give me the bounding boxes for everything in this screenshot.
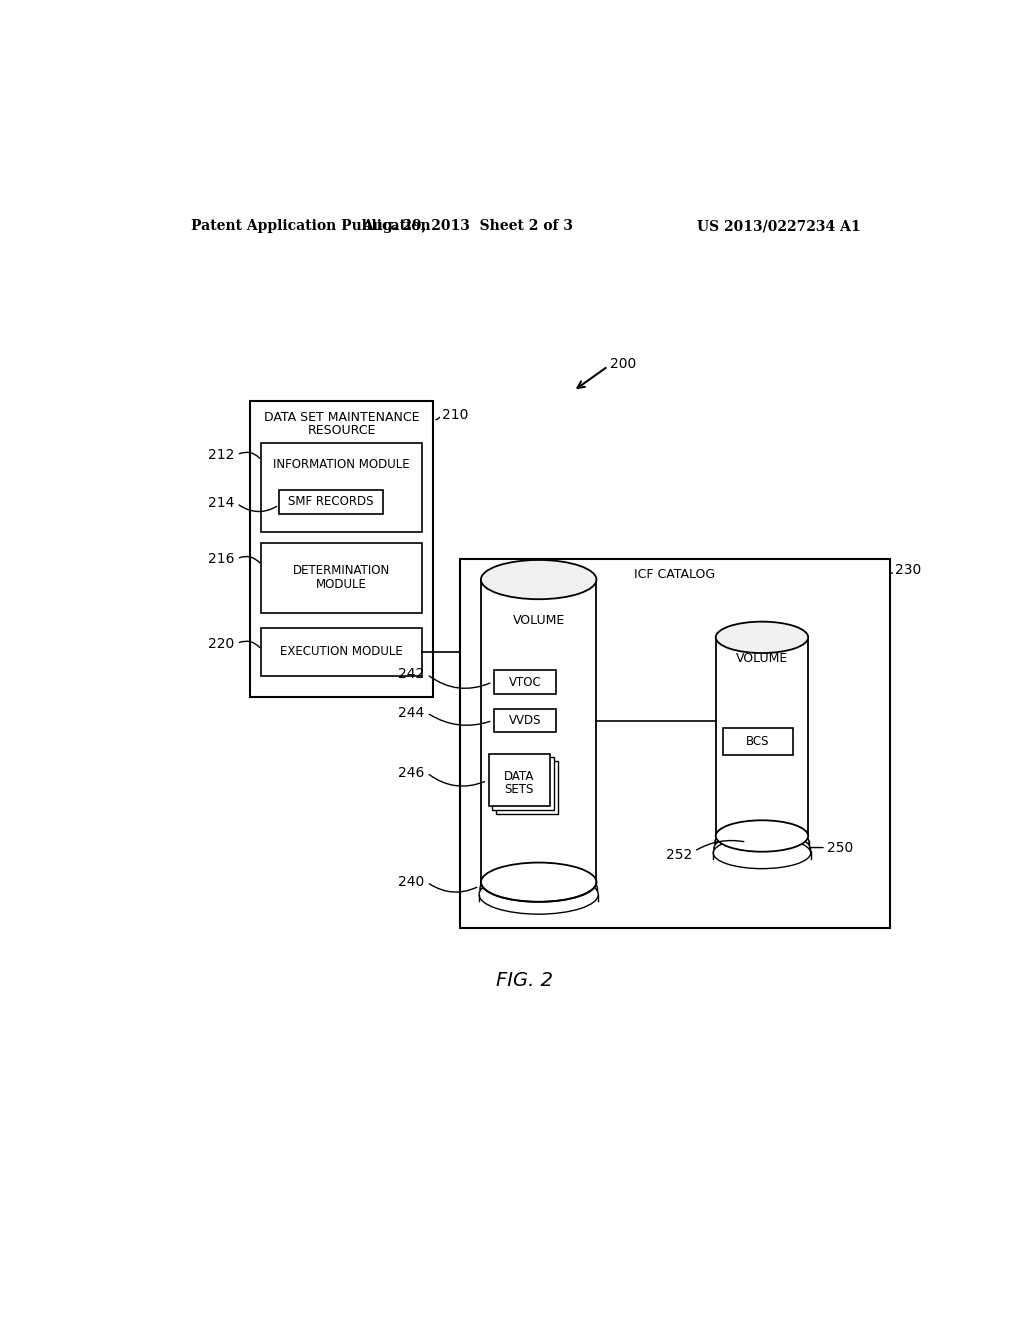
Text: 210: 210 [442, 408, 469, 422]
Text: 242: 242 [398, 668, 425, 681]
Text: INFORMATION MODULE: INFORMATION MODULE [273, 458, 410, 471]
Bar [481, 579, 596, 882]
Text: 230: 230 [895, 564, 922, 577]
Text: 240: 240 [398, 875, 425, 890]
Text: Aug. 29, 2013  Sheet 2 of 3: Aug. 29, 2013 Sheet 2 of 3 [362, 219, 573, 234]
Text: FIG. 2: FIG. 2 [497, 972, 553, 990]
Bar [497, 762, 558, 813]
Bar [261, 628, 422, 676]
Ellipse shape [480, 869, 597, 908]
Text: EXECUTION MODULE: EXECUTION MODULE [281, 645, 402, 659]
Bar [250, 401, 433, 697]
Ellipse shape [479, 875, 598, 915]
Bar [488, 754, 550, 807]
Text: 252: 252 [667, 849, 692, 862]
Text: MODULE: MODULE [316, 578, 367, 591]
Ellipse shape [481, 560, 596, 599]
Text: 220: 220 [208, 636, 234, 651]
Text: VVDS: VVDS [509, 714, 541, 727]
Bar [716, 638, 808, 836]
Ellipse shape [481, 862, 596, 902]
Text: ICF CATALOG: ICF CATALOG [635, 568, 716, 581]
Text: DATA: DATA [504, 770, 535, 783]
Text: 250: 250 [827, 841, 854, 854]
Text: 214: 214 [208, 496, 234, 511]
Bar [460, 558, 890, 928]
Ellipse shape [715, 826, 809, 858]
Ellipse shape [714, 833, 810, 865]
Ellipse shape [716, 820, 808, 851]
Text: DETERMINATION: DETERMINATION [293, 564, 390, 577]
Ellipse shape [714, 837, 811, 869]
Text: Patent Application Publication: Patent Application Publication [190, 219, 430, 234]
Text: 244: 244 [398, 706, 425, 719]
Text: SETS: SETS [505, 783, 535, 796]
Bar [494, 709, 556, 733]
Text: BCS: BCS [746, 735, 770, 748]
Text: 246: 246 [398, 766, 425, 780]
Text: VOLUME: VOLUME [736, 652, 788, 665]
Bar [724, 729, 793, 755]
Bar [261, 444, 422, 532]
Text: VTOC: VTOC [509, 676, 541, 689]
Ellipse shape [716, 622, 808, 653]
Bar [280, 490, 383, 515]
Text: US 2013/0227234 A1: US 2013/0227234 A1 [696, 219, 860, 234]
Text: VOLUME: VOLUME [513, 614, 565, 627]
Text: SMF RECORDS: SMF RECORDS [289, 495, 374, 508]
Bar [261, 544, 422, 612]
Text: 216: 216 [208, 552, 234, 566]
Text: 212: 212 [208, 447, 234, 462]
Text: 200: 200 [610, 356, 637, 371]
Bar [493, 758, 554, 810]
Text: DATA SET MAINTENANCE: DATA SET MAINTENANCE [264, 412, 419, 425]
Bar [494, 671, 556, 693]
Text: RESOURCE: RESOURCE [307, 424, 376, 437]
